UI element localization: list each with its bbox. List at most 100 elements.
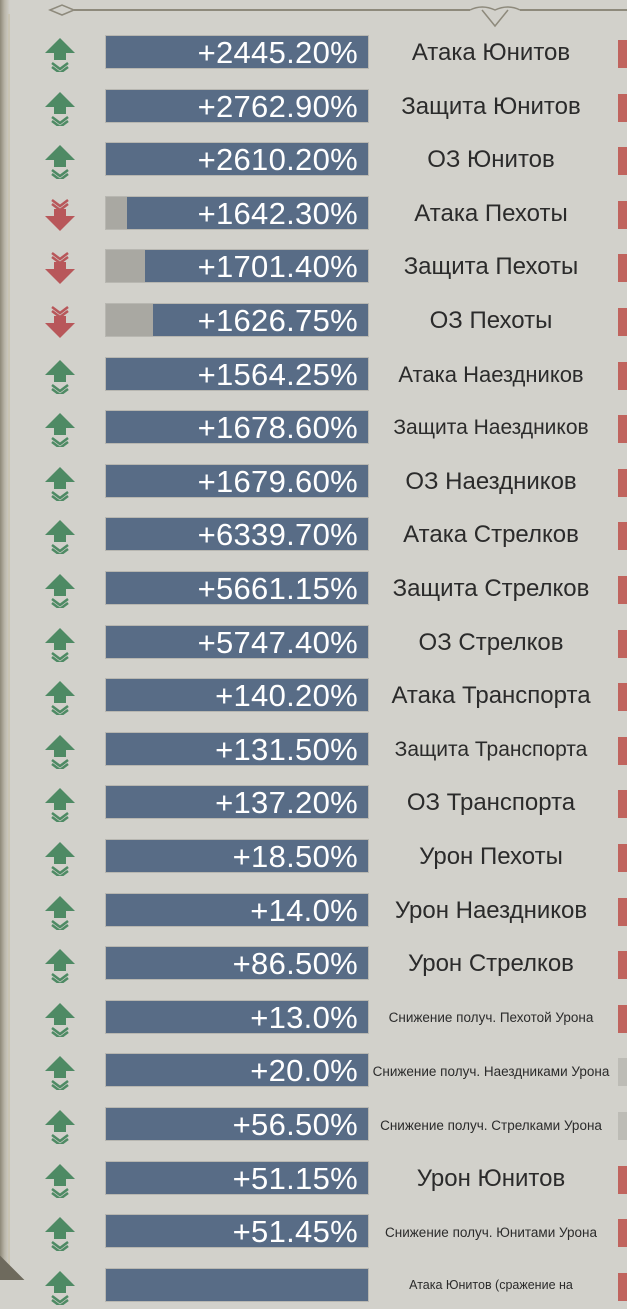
stat-bar: +2610.20%	[105, 142, 369, 178]
stat-row: +2445.20% Атака Юнитов	[0, 30, 627, 76]
right-edge-marker	[618, 1004, 627, 1033]
stat-label: Атака Юнитов (сражение на	[409, 1278, 573, 1293]
stat-bar: +86.50%	[105, 946, 369, 981]
stat-value: +2610.20%	[197, 142, 358, 178]
arrow-up-icon	[45, 1110, 75, 1144]
stat-label: Защита Пехоты	[403, 253, 579, 281]
right-edge-marker	[618, 40, 627, 68]
stat-row: +18.50% Урон Пехоты	[0, 834, 627, 880]
stat-bar-fill	[106, 947, 368, 980]
right-edge-marker	[618, 629, 627, 658]
arrow-up-icon	[45, 413, 75, 448]
arrow-down-icon	[45, 306, 75, 338]
arrow-up-icon	[45, 574, 75, 608]
stat-bar-fill	[106, 1268, 368, 1301]
stat-bar-fill	[106, 89, 368, 122]
stat-row: +137.20% ОЗ Транспорта	[0, 780, 627, 826]
stat-bar: +2762.90%	[105, 88, 369, 124]
frame-corner-ornament	[0, 1240, 40, 1280]
arrow-up-icon	[45, 895, 75, 930]
stat-value: +20.0%	[250, 1053, 358, 1089]
right-edge-marker	[618, 736, 627, 765]
stat-bar-fill	[106, 464, 368, 497]
stat-bar-fill	[106, 679, 368, 712]
stat-bar: +20.0%	[105, 1053, 369, 1089]
stat-bar-fill	[106, 732, 368, 765]
arrow-up-icon	[45, 1270, 75, 1305]
arrow-up-icon	[45, 1056, 75, 1091]
stat-bar: +1626.75%	[105, 303, 369, 338]
stat-label: ОЗ Транспорта	[406, 789, 576, 817]
stat-bar-fill	[106, 893, 368, 926]
stat-value: +140.20%	[215, 678, 358, 714]
right-edge-marker	[618, 1112, 627, 1140]
stat-bar-fill	[106, 36, 368, 68]
arrow-up-icon	[45, 91, 75, 126]
stat-value: +1679.60%	[197, 463, 358, 499]
stat-value: +1626.75%	[197, 303, 358, 338]
stat-bar: +1564.25%	[105, 356, 369, 392]
arrow-up-icon	[45, 949, 75, 984]
stat-label: Защита Стрелков	[392, 575, 590, 602]
right-edge-marker	[618, 951, 627, 980]
right-edge-marker	[618, 1058, 627, 1087]
stat-value: +1701.40%	[197, 249, 358, 285]
stat-label: Защита Юнитов	[401, 92, 581, 120]
stat-row: +2762.90% Защита Юнитов	[0, 84, 627, 130]
right-edge-marker	[618, 147, 627, 176]
stat-bar: +137.20%	[105, 785, 369, 820]
stat-row: +1678.60% Защита Наездников	[0, 405, 627, 451]
stat-bar: +1679.60%	[105, 463, 369, 499]
stat-label: Урон Юнитов	[416, 1164, 566, 1192]
stat-label: Снижение получ. Юнитами Урона	[385, 1224, 597, 1240]
stat-bar: +131.50%	[105, 731, 369, 767]
stat-bar-fill	[106, 572, 368, 604]
stat-row: Атака Юнитов (сражение на	[0, 1263, 627, 1309]
arrow-up-icon	[45, 1002, 75, 1037]
left-frame-inner-line	[8, 14, 10, 1280]
stat-label: Защита Транспорта	[394, 737, 588, 761]
arrow-up-icon	[45, 359, 75, 394]
stat-bar-fill	[106, 1161, 368, 1194]
stat-label: ОЗ Юнитов	[427, 146, 555, 174]
right-edge-marker	[618, 844, 627, 872]
right-edge-marker	[618, 1272, 627, 1301]
right-edge-marker	[618, 415, 627, 444]
stat-row: +5661.15% Защита Стрелков	[0, 566, 627, 612]
stat-row: +86.50% Урон Стрелков	[0, 941, 627, 987]
arrow-up-icon	[45, 466, 75, 501]
stat-value: +51.45%	[232, 1214, 358, 1250]
arrow-up-icon	[45, 788, 75, 823]
stat-bar: +18.50%	[105, 839, 369, 874]
stat-bar: +56.50%	[105, 1107, 369, 1142]
stat-row: +1626.75% ОЗ Пехоты	[0, 298, 627, 344]
stat-bar-fill	[106, 840, 368, 872]
stat-bar-fill	[153, 304, 368, 336]
right-edge-marker	[618, 683, 627, 712]
stat-value: +2762.90%	[197, 88, 358, 124]
stat-row: +56.50% Снижение получ. Стрелками Урона	[0, 1102, 627, 1148]
right-edge-marker	[618, 576, 627, 604]
stat-value: +131.50%	[215, 731, 358, 767]
stat-bar	[105, 1267, 369, 1302]
stat-bar-fill	[126, 196, 368, 229]
stat-row: +1701.40% Защита Пехоты	[0, 244, 627, 290]
stat-row: +1642.30% Атака Пехоты	[0, 191, 627, 237]
stat-value: +14.0%	[250, 892, 358, 928]
stat-bar-fill	[106, 786, 368, 819]
left-frame-border	[0, 0, 10, 1280]
right-edge-marker	[618, 200, 627, 229]
stat-value: +18.50%	[232, 839, 358, 874]
stat-row: +14.0% Урон Наездников	[0, 888, 627, 934]
stat-bar-fill	[106, 357, 368, 390]
arrow-up-icon	[45, 38, 75, 72]
stat-bar-fill	[106, 518, 368, 551]
stat-label: ОЗ Стрелков	[418, 628, 564, 656]
stat-bar: +51.15%	[105, 1160, 369, 1195]
stat-bar-fill	[145, 250, 368, 283]
stat-value: +5747.40%	[197, 624, 358, 660]
stat-value: +13.0%	[250, 999, 358, 1035]
stat-bar: +5747.40%	[105, 624, 369, 660]
stat-value: +1564.25%	[197, 356, 358, 392]
right-edge-marker	[618, 361, 627, 390]
